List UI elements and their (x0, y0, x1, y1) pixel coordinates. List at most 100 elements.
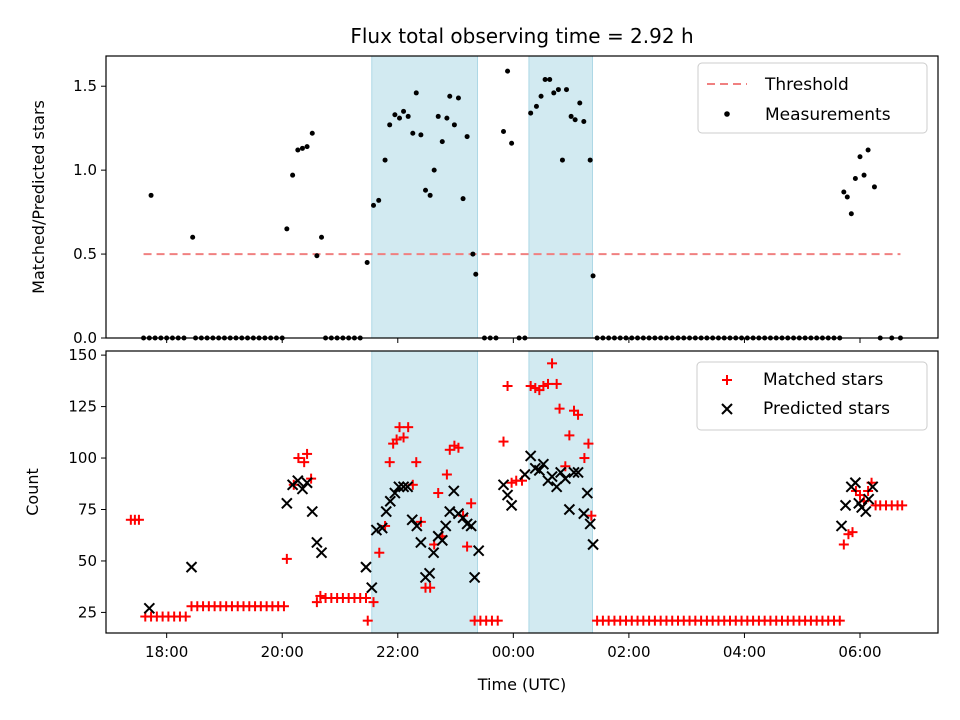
x-tick-label: 04:00 (723, 643, 766, 661)
legend-matched-swatch (722, 375, 732, 385)
predicted-star-point (472, 544, 485, 557)
matched-star-point (564, 430, 575, 441)
predicted-star-point (578, 507, 590, 520)
top-legend-box (697, 62, 928, 134)
measurement-point (848, 211, 854, 217)
measurement-point (505, 68, 511, 74)
predicted-star-point (849, 477, 862, 489)
top-y-ticks: 0.0 0.5 1.0 1.5 (73, 77, 106, 347)
predicted-star-point (315, 547, 328, 559)
measurement-point (528, 110, 534, 116)
x-tick-label: 06:00 (838, 643, 881, 661)
predicted-star-point (380, 505, 392, 518)
matched-star-point (433, 488, 444, 499)
measurement-point (857, 154, 863, 160)
legend-plus-marker (722, 375, 732, 385)
predicted-star-point (440, 520, 452, 532)
predicted-star-point (311, 536, 323, 549)
measurement-point (413, 90, 419, 96)
legend-predicted-label: Predicted stars (763, 399, 890, 419)
matched-star-point (462, 541, 473, 552)
bottom-panel: 25 50 75 100 125 150 18:00 20:00 22:00 00:00 02:0… (23, 346, 939, 694)
measurement-point (444, 115, 450, 121)
x-tick-label: 22:00 (376, 643, 419, 661)
matched-star-point (311, 597, 322, 608)
matched-star-point (525, 380, 536, 391)
bottom-y-ticks: 25 50 75 100 125 150 (68, 346, 106, 621)
matched-star-point (315, 590, 326, 601)
legend-matched-label: Matched stars (763, 370, 883, 390)
matched-star-point (543, 378, 553, 389)
matched-star-point (834, 615, 845, 626)
predicted-star-point (468, 571, 481, 584)
measurement-point (382, 157, 388, 163)
measurement-point (844, 194, 850, 200)
measurement-point (581, 118, 587, 124)
measurement-point (559, 157, 565, 163)
predicted-star-point (465, 520, 477, 532)
y-tick-label: 25 (78, 603, 97, 621)
predicted-star-point (533, 464, 546, 477)
measurement-point (460, 196, 466, 202)
bottom-axes-frame (105, 350, 939, 634)
measurement-point (392, 112, 398, 118)
predicted-star-point (519, 468, 531, 481)
matched-star-point (293, 453, 304, 464)
measurement-point (568, 113, 574, 119)
chart-title: Flux total observing time = 2.92 h (350, 24, 693, 48)
measurement-point (871, 184, 877, 190)
predicted-star-point (423, 567, 436, 580)
x-tick-label: 20:00 (261, 643, 304, 661)
matched-star-point (425, 582, 436, 593)
measurement-point (852, 176, 858, 182)
legend-measurements-label: Measurements (765, 105, 891, 125)
predicted-star-point (360, 561, 372, 573)
matched-star-point (453, 442, 464, 453)
measurement-point (319, 234, 325, 240)
matched-star-point (281, 553, 292, 564)
predicted-star-point (572, 466, 584, 479)
y-tick-label: 50 (78, 552, 97, 570)
matched-star-point (299, 457, 310, 468)
predicted-star-point (427, 547, 440, 559)
measurement-point (299, 145, 305, 151)
matched-star-point (398, 432, 409, 443)
matched-star-point (538, 380, 549, 391)
measurement-point (431, 167, 437, 173)
measurement-point (542, 77, 548, 82)
matched-star-point (361, 593, 371, 604)
measurement-point (371, 202, 377, 208)
matched-star-point (560, 461, 571, 472)
matched-star-point (411, 457, 422, 468)
legend-threshold-label: Threshold (764, 75, 849, 95)
predicted-star-point (366, 582, 378, 594)
matched-star-point (441, 469, 452, 480)
measurement-point (590, 273, 596, 279)
matched-star-point (133, 514, 144, 525)
measurement-point (401, 108, 407, 114)
y-tick-label: 1.5 (73, 77, 97, 95)
measurement-point (841, 189, 847, 195)
predicted-star-point (524, 450, 537, 462)
predicted-star-point (860, 505, 872, 518)
predicted-star-point (867, 481, 879, 493)
measurement-point (423, 187, 429, 193)
measurement-point (501, 129, 507, 135)
measurement-point (314, 253, 320, 259)
x-tick-label: 18:00 (145, 643, 188, 661)
predicted-star-point (839, 499, 852, 512)
measurement-point (577, 100, 583, 106)
matched-star-point (498, 436, 509, 447)
y-tick-label: 125 (68, 398, 97, 416)
measurement-point (572, 117, 578, 123)
matched-star-point (502, 380, 513, 391)
y-tick-label: 0.5 (73, 245, 97, 263)
predicted-star-point (393, 481, 405, 493)
legend-measurements-swatch (724, 111, 730, 117)
matched-star-point (573, 409, 584, 420)
legend-predicted-swatch (721, 403, 733, 415)
bottom-shading (371, 350, 593, 634)
predicted-star-point (555, 466, 567, 479)
measurement-point (470, 251, 476, 257)
matched-star-point (583, 438, 594, 449)
